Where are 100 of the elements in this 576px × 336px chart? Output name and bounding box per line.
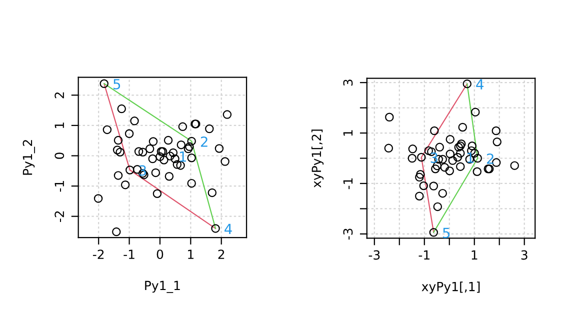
annotation: 2: [200, 136, 208, 147]
y-tick-label: 1: [54, 122, 64, 128]
point: [438, 188, 448, 198]
point: [448, 156, 458, 165]
x-axis-title: Py1_1: [145, 280, 180, 293]
point: [114, 136, 123, 145]
x-tick-label: -3: [368, 250, 380, 260]
point: [438, 154, 448, 164]
point: [417, 152, 426, 162]
point: [148, 154, 157, 164]
annotation: 5: [114, 79, 120, 90]
point: [151, 168, 160, 178]
point: [124, 129, 134, 138]
point: [102, 125, 112, 134]
annotation: 1: [180, 151, 186, 162]
point: [440, 162, 450, 172]
y-tick-label: 2: [54, 92, 64, 98]
point: [112, 146, 122, 154]
point: [458, 122, 468, 132]
point: [408, 154, 417, 163]
point: [435, 142, 444, 152]
y-tick-label: -1: [343, 178, 353, 190]
point: [456, 148, 465, 158]
x-axis-title: xyPy1[,1]: [422, 282, 480, 294]
point: [117, 104, 126, 114]
point: [510, 161, 519, 170]
point: [457, 140, 466, 148]
point: [138, 148, 148, 156]
point: [156, 152, 164, 162]
y-tick-label: 3: [343, 80, 353, 86]
point: [145, 144, 154, 154]
point: [453, 152, 462, 162]
annotation: 2: [486, 154, 494, 164]
point: [184, 144, 193, 154]
point: [222, 110, 232, 119]
point: [160, 156, 168, 164]
annotation: 5: [443, 228, 450, 238]
point: [446, 150, 455, 158]
point: [462, 79, 472, 88]
point: [431, 164, 440, 174]
x-tick-label: 1: [188, 250, 194, 259]
x-tick-label: -2: [92, 250, 104, 259]
y-axis-title: Py1_2: [22, 140, 35, 175]
point: [208, 188, 217, 198]
x-tick-label: 1: [472, 250, 478, 260]
point: [446, 134, 455, 144]
point: [130, 116, 139, 126]
point: [384, 144, 394, 153]
y-tick-label: -3: [343, 228, 353, 240]
point: [220, 157, 230, 166]
y-tick-label: 1: [343, 130, 353, 136]
point: [471, 108, 480, 116]
annotation: 3: [139, 165, 146, 176]
point: [114, 171, 123, 180]
point: [456, 142, 465, 150]
x-tick-label: 0: [156, 250, 164, 260]
point: [187, 178, 196, 188]
point: [116, 148, 124, 156]
point: [415, 192, 424, 200]
point: [176, 140, 186, 150]
point: [429, 182, 438, 190]
point: [433, 202, 442, 212]
point: [152, 189, 162, 198]
point: [166, 152, 174, 160]
point: [94, 194, 103, 203]
point: [473, 154, 482, 163]
y-tick-label: -2: [54, 211, 64, 222]
point: [214, 144, 224, 153]
point: [385, 112, 394, 122]
point: [126, 166, 134, 174]
x-tick-label: 3: [521, 250, 528, 260]
y-tick-label: 0: [54, 152, 64, 159]
point: [172, 160, 182, 169]
point: [429, 228, 438, 237]
point: [168, 148, 178, 158]
x-tick-label: -1: [124, 250, 134, 259]
point: [445, 166, 454, 176]
point: [134, 147, 144, 156]
point: [176, 161, 185, 170]
annotation: 4: [224, 224, 232, 234]
point: [120, 180, 130, 190]
point: [472, 167, 482, 176]
point: [456, 162, 465, 171]
point: [408, 144, 418, 154]
point: [492, 137, 502, 146]
point: [112, 227, 121, 236]
point: [492, 126, 500, 136]
point: [148, 137, 158, 146]
point: [419, 181, 428, 190]
point: [416, 170, 425, 179]
point: [164, 172, 174, 181]
point: [170, 154, 180, 164]
point: [430, 126, 439, 136]
point: [454, 142, 464, 152]
point: [211, 224, 220, 233]
y-axis-title: xyPy1[,2]: [311, 130, 324, 188]
point: [205, 124, 214, 134]
point: [164, 136, 173, 145]
point: [178, 122, 188, 132]
point: [468, 142, 476, 150]
